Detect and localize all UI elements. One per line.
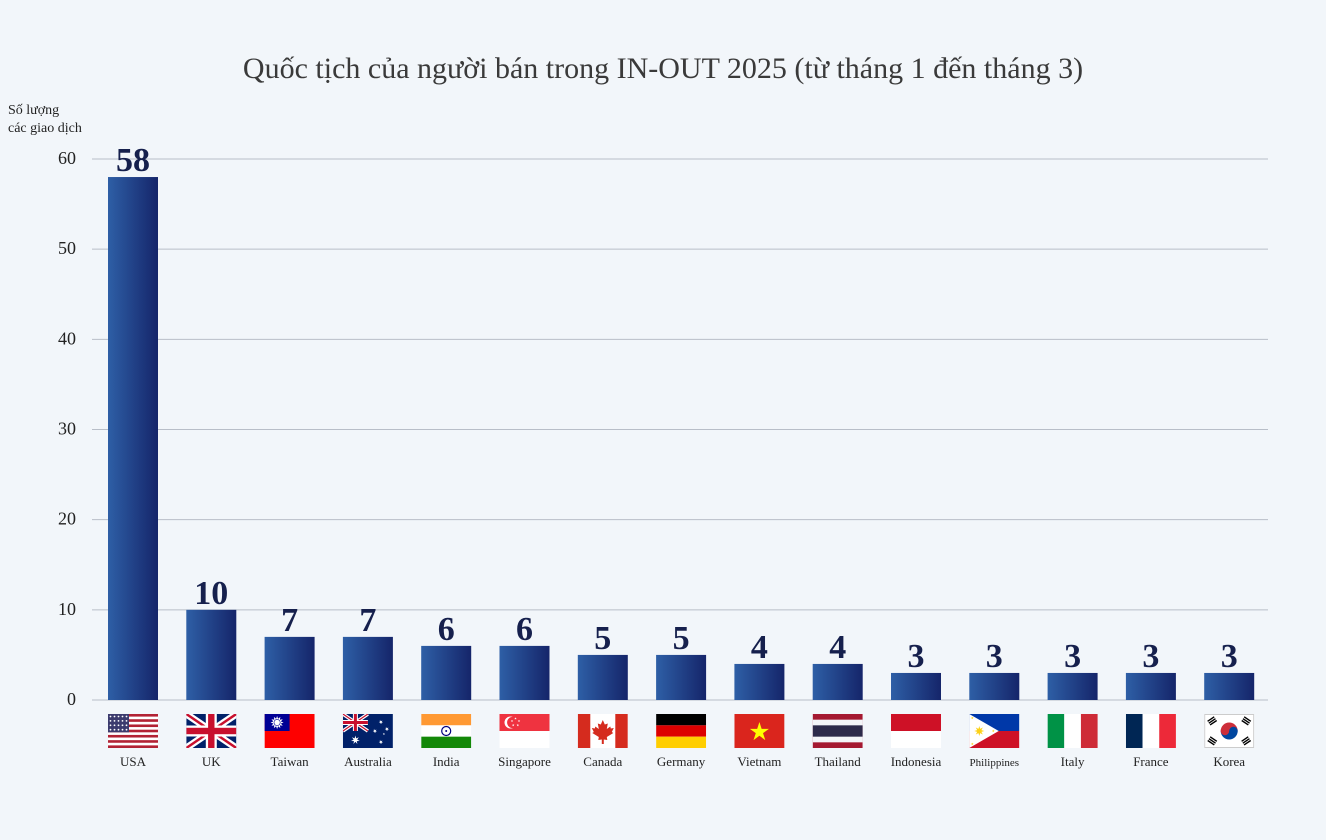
vietnam-flag-icon [734,714,785,748]
bar [969,672,1020,700]
y-tick-label: 10 [58,599,76,619]
philippines-flag-icon [969,714,1020,748]
canada-flag-icon [577,714,628,748]
germany-flag-icon [656,714,707,748]
usa-flag-icon [108,714,158,748]
x-tick-label: Vietnam [737,754,781,769]
france-flag-icon [1125,714,1176,748]
chart-title: Quốc tịch của người bán trong IN-OUT 202… [242,52,1084,85]
y-tick-label: 0 [67,689,76,709]
bar [499,645,550,700]
y-axis-label: Số lượng các giao dịch [8,102,118,138]
data-label: 5 [673,620,690,657]
uk-flag-icon [186,714,237,748]
bar [1047,672,1098,700]
x-tick-label: Australia [344,754,392,769]
y-tick-label: 60 [58,148,76,168]
y-tick-label: 40 [58,328,76,348]
thailand-flag-icon [812,714,863,748]
data-label: 3 [1142,638,1159,675]
korea-flag-icon [1204,714,1255,748]
data-label: 7 [359,602,376,639]
x-tick-label: France [1133,754,1169,769]
data-label: 6 [438,611,455,648]
australia-flag-icon [342,714,393,748]
data-label: 58 [116,142,150,179]
italy-flag-icon [1047,714,1098,748]
bar [421,645,472,700]
indonesia-flag-icon [891,714,941,748]
singapore-flag-icon [499,714,550,748]
bar [577,654,628,700]
x-tick-label: Thailand [815,754,862,769]
bar [1125,672,1176,700]
x-tick-label: Italy [1061,754,1085,769]
data-label: 4 [751,629,768,666]
x-tick-label: UK [202,754,221,769]
india-flag-icon [421,714,472,748]
x-tick-label: India [433,754,460,769]
data-label: 10 [194,575,228,612]
x-tick-label: Singapore [498,754,551,769]
y-axis-label-line-1: Số lượng [8,103,60,118]
x-tick-label: USA [120,754,147,769]
data-label: 5 [594,620,611,657]
bar [656,654,707,700]
y-axis-label-line-2: các giao dịch [8,121,82,136]
taiwan-flag-icon [264,714,315,748]
data-label: 7 [281,602,298,639]
x-tick-label: Philippines [970,757,1020,769]
data-label: 6 [516,611,533,648]
data-label: 3 [908,638,925,675]
bar [342,636,393,700]
x-tick-label: Taiwan [271,754,310,769]
x-tick-label: Canada [583,754,622,769]
bar [186,609,237,700]
x-tick-label: Korea [1213,754,1245,769]
data-label: 3 [986,638,1003,675]
data-label: 3 [1221,638,1238,675]
bar [264,636,315,700]
x-tick-label: Germany [657,754,706,769]
bar [734,663,785,700]
bar [812,663,863,700]
data-label: 4 [829,629,846,666]
bar [108,177,158,701]
y-tick-label: 30 [58,419,76,439]
bar [891,672,941,700]
y-tick-label: 50 [58,238,76,258]
y-tick-label: 20 [58,509,76,529]
x-tick-label: Indonesia [891,754,942,769]
data-label: 3 [1064,638,1081,675]
bar [1204,672,1255,700]
